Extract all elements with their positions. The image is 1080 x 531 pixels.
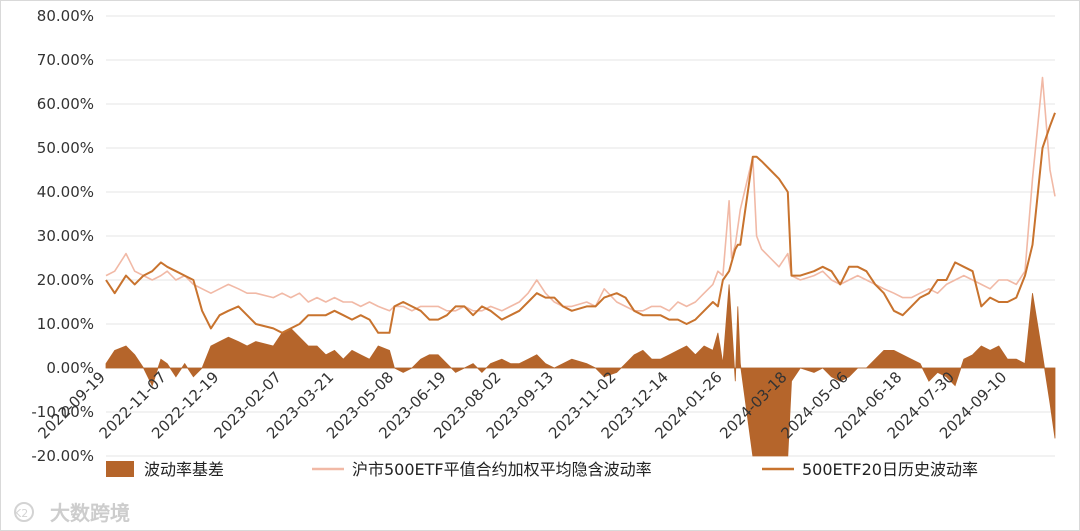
legend-label-iv: 沪市500ETF平值合约加权平均隐含波动率 [352,460,652,479]
y-tick-label: 10.00% [37,315,94,333]
y-tick-label: 0.00% [46,359,94,377]
watermark-logo-text: K2 [14,507,28,520]
legend-swatch-basis [106,461,134,477]
watermark-logo-icon [14,502,34,522]
series-lines [105,76,1056,334]
y-tick-label: 70.00% [37,51,94,69]
y-axis-labels: -20.00% -10.00% 0.00% 10.00% 20.00% 30.00% 40.… [31,7,94,465]
watermark: K2 大数跨境 [14,501,130,525]
y-tick-label: 20.00% [37,271,94,289]
area-basis [105,284,1056,457]
legend: 波动率基差 沪市500ETF平值合约加权平均隐含波动率 500ETF20日历史波… [106,460,978,479]
y-tick-label: -20.00% [31,447,94,465]
series-area-basis [105,284,1056,457]
y-tick-label: 40.00% [37,183,94,201]
y-tick-label: 30.00% [37,227,94,245]
legend-label-hv: 500ETF20日历史波动率 [802,460,978,479]
y-tick-label: -10.00% [31,403,94,421]
y-tick-label: 50.00% [37,139,94,157]
y-tick-label: 80.00% [37,7,94,25]
line-historical-vol [105,112,1056,334]
watermark-text: 大数跨境 [50,501,130,525]
legend-label-basis: 波动率基差 [144,460,224,479]
y-tick-label: 60.00% [37,95,94,113]
